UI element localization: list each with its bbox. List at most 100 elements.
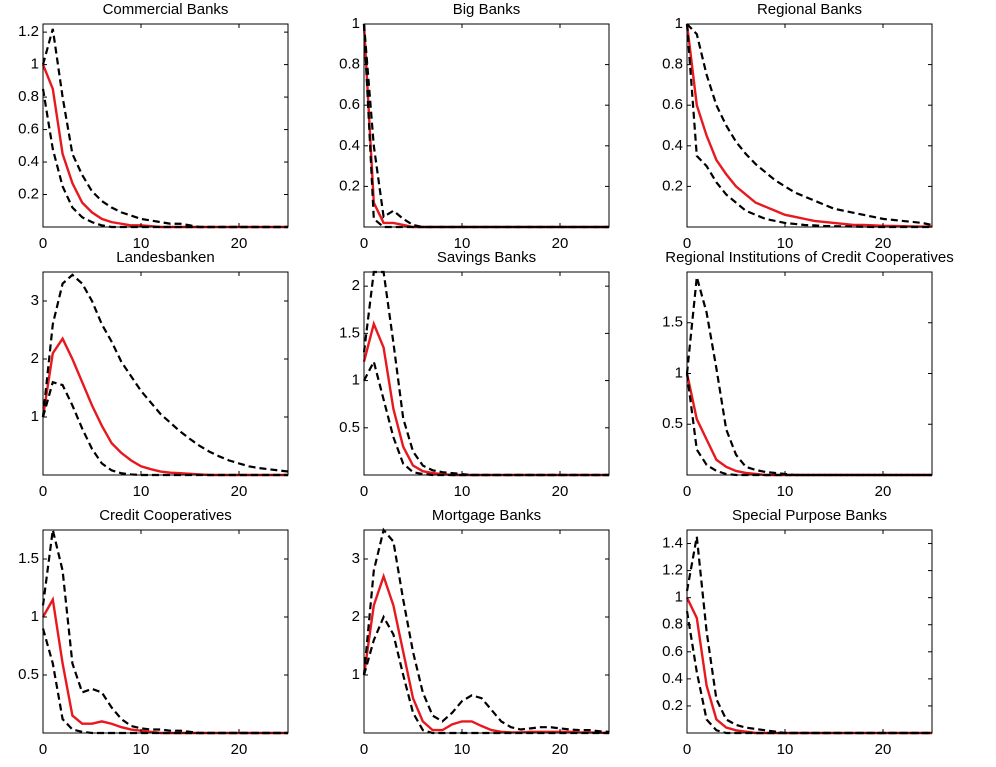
plot-frame	[363, 23, 610, 228]
y-tick-label: 1	[675, 15, 683, 32]
series-line	[362, 527, 610, 733]
y-tick-label: 2	[352, 277, 360, 294]
y-tick-label: 1.2	[662, 562, 683, 579]
subplot-title: Regional Institutions of Credit Cooperat…	[665, 249, 954, 266]
series-line	[41, 595, 288, 735]
x-tick-label: 20	[231, 235, 248, 252]
x-tick-label: 20	[875, 235, 892, 252]
x-tick-label: 20	[552, 235, 569, 252]
x-tick-label: 20	[552, 483, 569, 500]
x-tick-label: 10	[777, 483, 794, 500]
y-tick-label: 0.4	[18, 153, 39, 170]
x-tick-label: 10	[454, 483, 471, 500]
x-tick-label: 0	[360, 741, 368, 758]
subplot-title: Savings Banks	[437, 249, 536, 266]
y-tick-label: 1	[31, 56, 39, 73]
subplot-title: Mortgage Banks	[432, 507, 541, 524]
x-tick-label: 10	[133, 741, 150, 758]
x-tick-label: 20	[231, 741, 248, 758]
y-tick-label: 0.6	[662, 96, 683, 113]
plot-frame	[686, 23, 933, 228]
subplot-title: Regional Banks	[757, 1, 862, 18]
series-line	[685, 23, 932, 228]
y-tick-label: 0.2	[18, 185, 39, 202]
y-tick-label: 0.8	[662, 56, 683, 73]
x-tick-label: 10	[777, 741, 794, 758]
series-line	[362, 572, 610, 735]
y-tick-label: 0.6	[662, 643, 683, 660]
plot-frame	[42, 529, 289, 734]
y-tick-label: 0.2	[662, 697, 683, 714]
y-tick-label: 0.5	[18, 666, 39, 683]
subplot-title: Landesbanken	[116, 249, 214, 266]
series-line	[362, 23, 609, 229]
x-tick-label: 10	[454, 235, 471, 252]
y-tick-label: 0.2	[339, 177, 360, 194]
x-tick-label: 0	[39, 235, 47, 252]
x-tick-label: 0	[39, 741, 47, 758]
plot-frame	[686, 529, 933, 734]
y-tick-label: 2	[352, 608, 360, 625]
subplot-title: Special Purpose Banks	[732, 507, 887, 524]
series-line	[685, 373, 932, 477]
y-tick-label: 1	[352, 666, 360, 683]
series-line	[362, 23, 609, 229]
y-tick-label: 0.8	[662, 616, 683, 633]
series-line	[362, 270, 609, 477]
y-tick-label: 0.5	[662, 415, 683, 432]
series-line	[362, 320, 609, 477]
x-tick-label: 0	[683, 741, 691, 758]
x-tick-label: 20	[875, 483, 892, 500]
y-tick-label: 0.4	[662, 137, 683, 154]
y-tick-label: 1.5	[662, 314, 683, 331]
y-tick-label: 0.4	[662, 670, 683, 687]
x-tick-label: 0	[683, 235, 691, 252]
series-line	[41, 88, 288, 229]
subplot-title: Big Banks	[453, 1, 521, 18]
x-tick-label: 20	[552, 741, 569, 758]
series-line	[41, 64, 288, 229]
x-tick-label: 0	[683, 483, 691, 500]
plot-frame	[42, 271, 289, 476]
y-tick-label: 3	[31, 292, 39, 309]
series-line	[685, 536, 932, 735]
subplot-title: Credit Cooperatives	[99, 507, 232, 524]
y-tick-label: 3	[352, 550, 360, 567]
y-tick-label: 1	[31, 408, 39, 425]
x-tick-label: 20	[231, 483, 248, 500]
y-tick-label: 0.6	[339, 96, 360, 113]
plot-frame	[363, 529, 610, 734]
x-tick-label: 0	[360, 483, 368, 500]
x-tick-label: 0	[39, 483, 47, 500]
series-line	[685, 276, 932, 477]
plot-frame	[686, 271, 933, 476]
x-tick-label: 10	[777, 235, 794, 252]
plot-frame	[363, 271, 610, 476]
y-tick-label: 1.5	[339, 324, 360, 341]
series-line	[41, 529, 288, 735]
y-tick-label: 1	[31, 608, 39, 625]
subplot-title: Commercial Banks	[103, 1, 229, 18]
series-line	[686, 23, 933, 227]
y-tick-label: 0.2	[662, 177, 683, 194]
x-tick-label: 10	[133, 235, 150, 252]
plot-frame	[42, 23, 289, 228]
series-line	[362, 23, 609, 229]
y-tick-label: 0.8	[18, 88, 39, 105]
y-tick-label: 1	[675, 364, 683, 381]
y-tick-label: 0.4	[339, 137, 360, 154]
y-tick-label: 2	[31, 350, 39, 367]
y-tick-label: 0.6	[18, 121, 39, 138]
x-tick-label: 10	[454, 741, 471, 758]
y-tick-label: 1.2	[18, 23, 39, 40]
y-tick-label: 1	[352, 372, 360, 389]
x-tick-label: 0	[360, 235, 368, 252]
x-tick-label: 10	[133, 483, 150, 500]
series-line	[685, 23, 932, 229]
y-tick-label: 1	[352, 15, 360, 32]
y-tick-label: 0.5	[339, 419, 360, 436]
x-tick-label: 20	[875, 741, 892, 758]
series-line	[685, 373, 932, 477]
